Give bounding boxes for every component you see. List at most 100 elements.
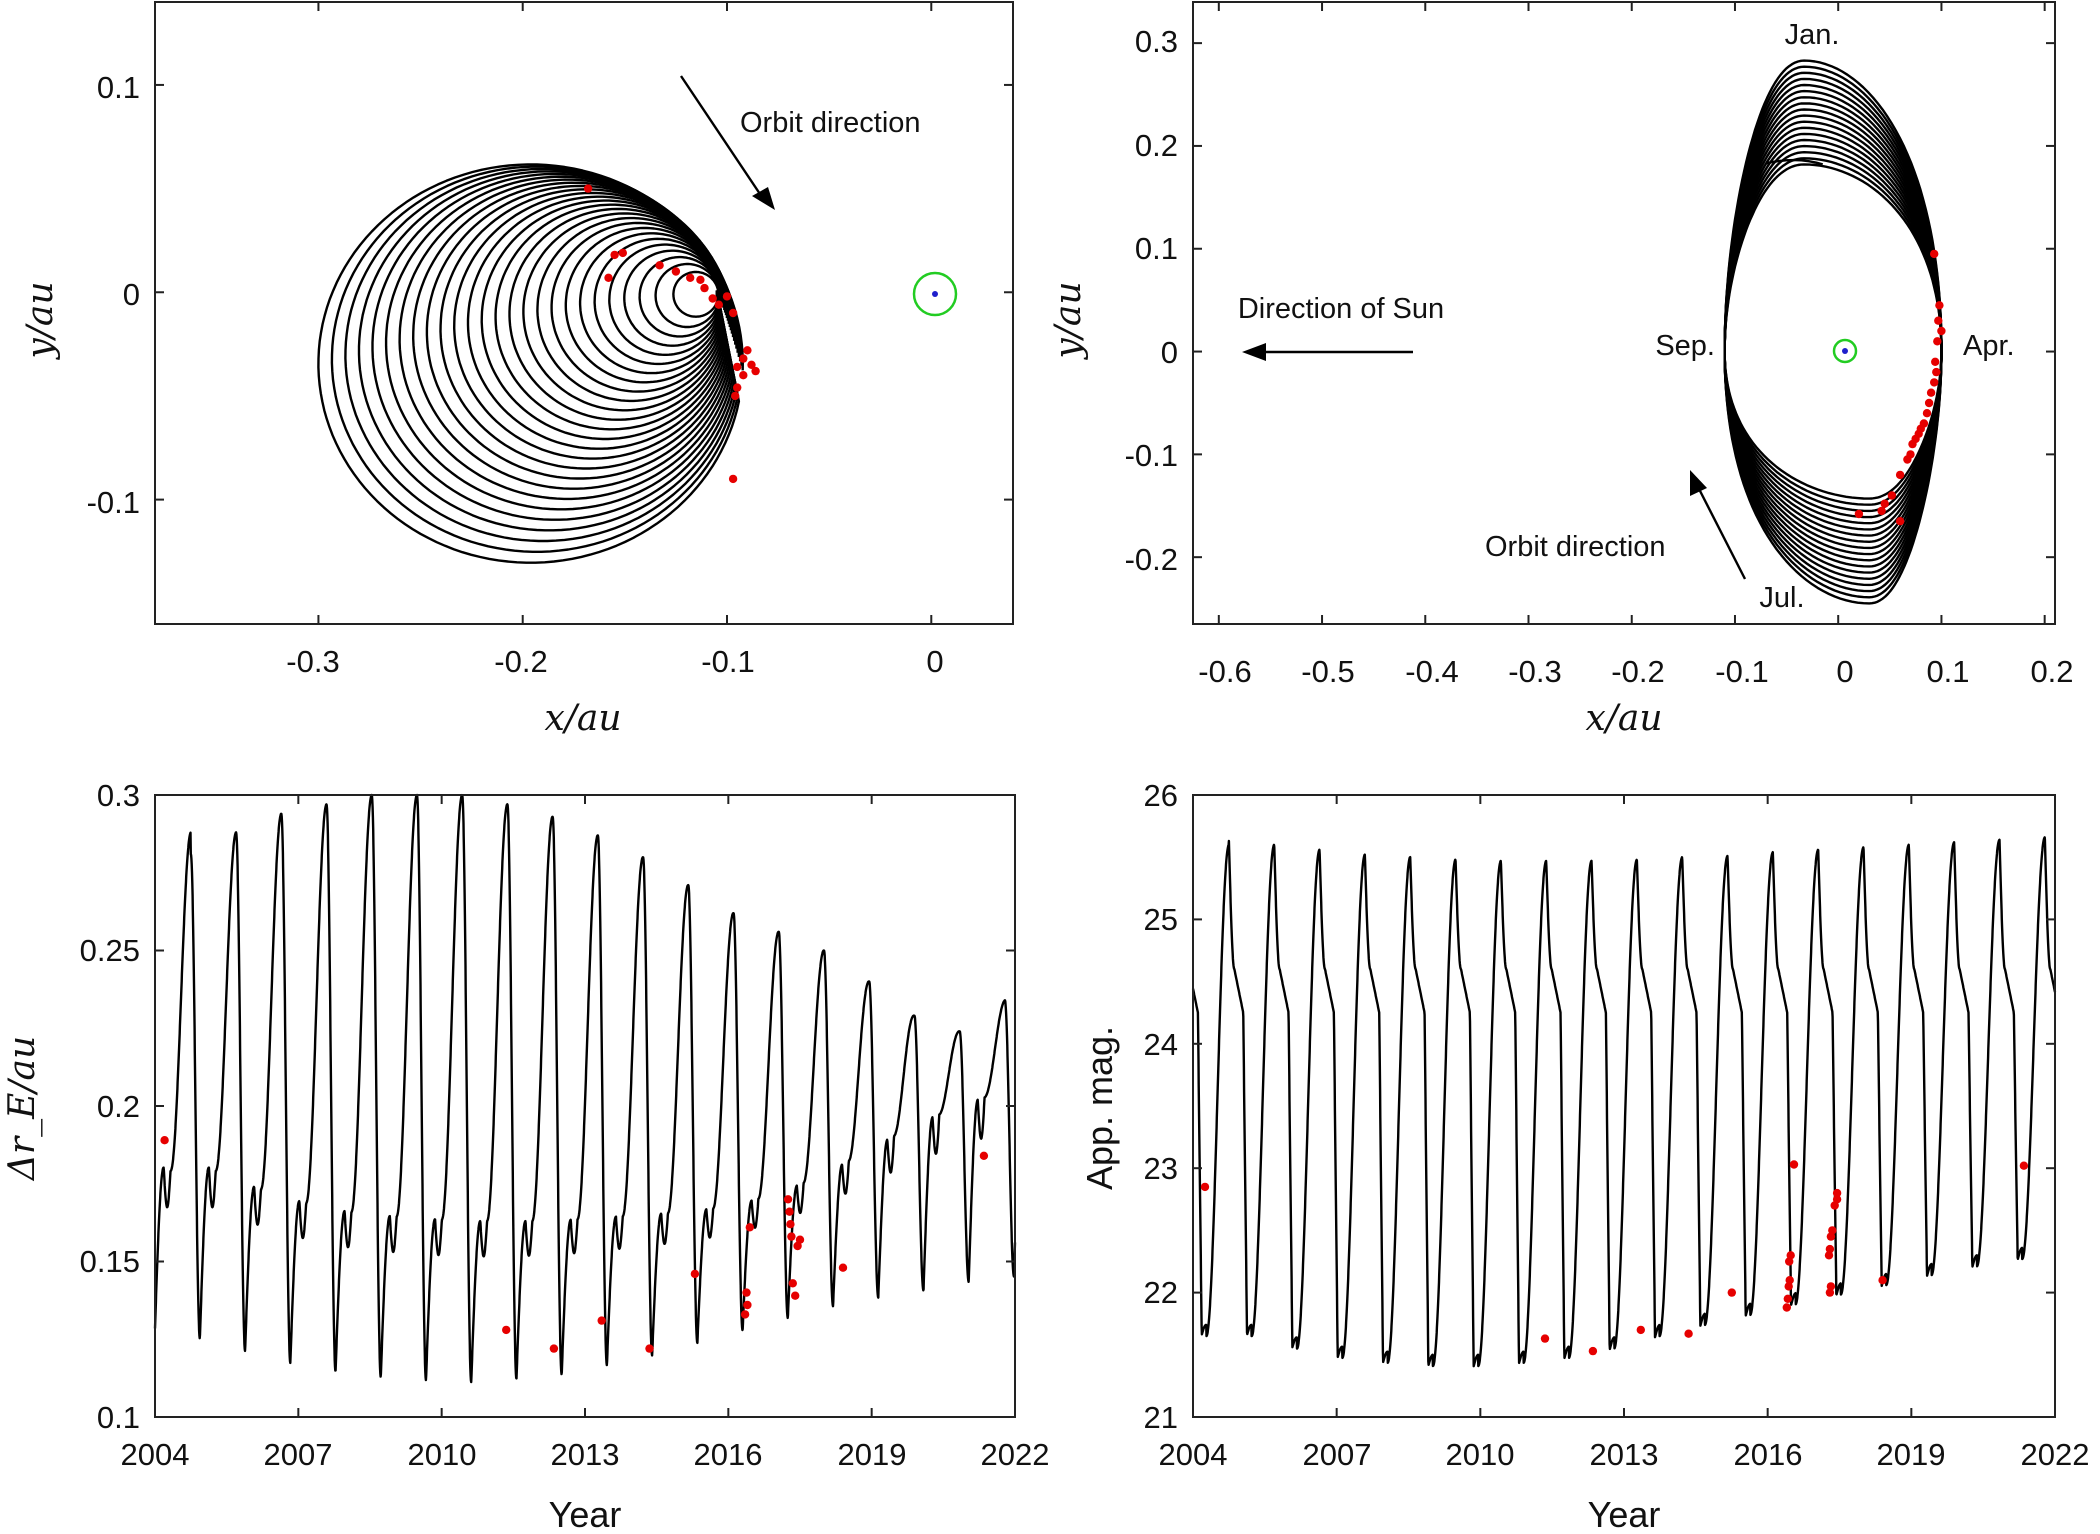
x-tick-label: 2007 [1303,1437,1372,1472]
y-tick-label: 0.25 [80,933,140,968]
orbit-loop [578,232,724,375]
series-line [1191,836,2057,1368]
y-tick-label: -0.2 [1125,542,1178,577]
y-tick-label: 0.1 [97,1400,140,1435]
orbit-loop [494,203,730,431]
observation-point [686,273,695,282]
observation-point [1922,409,1932,418]
panel-apparent-magnitude: 2004 2007 2010 2013 2016 2019 2022 21 22… [1079,778,2089,1534]
observation-point [783,1195,793,1204]
observation-point [1825,1288,1835,1297]
observation-point [1825,1244,1835,1254]
observation-point [610,250,619,260]
orbit-loop [623,249,722,347]
orbit-loop [638,255,721,338]
y-axis-label: Δr_E/au [2,1036,43,1182]
observation-points [1854,249,1946,526]
y-tick-label: 23 [1144,1151,1178,1186]
x-tick-label: -0.6 [1198,654,1251,689]
observation-point [1782,1303,1792,1312]
orbit-loop [536,216,727,403]
month-label-apr: Apr. [1963,330,2015,362]
observation-point [1786,1251,1795,1260]
y-tick-label: 0.2 [1135,128,1178,163]
x-tick-label: 2004 [121,1437,190,1472]
observation-point [1924,398,1934,408]
observation-point [793,1241,802,1251]
y-tick-label: 0.1 [97,70,140,105]
observation-point [1783,1294,1793,1304]
observation-point [645,1344,654,1353]
tick-marks [154,794,1016,1418]
y-tick-label: -0.1 [1125,438,1178,473]
observation-points [160,1136,989,1353]
observation-point [1784,1282,1793,1291]
y-tick-label: 0.2 [97,1089,140,1124]
observation-point [1887,491,1897,500]
observation-point [1878,1276,1887,1285]
orbit-loop [508,207,729,421]
observation-point [751,366,760,376]
panel-orbit-earth-frame: Jan. Apr. Sep. Jul. Direction of Sun Orb… [1048,1,2074,739]
x-axis-label: x/au [544,698,621,739]
orbit-loop [522,212,728,412]
orbit-loop [550,221,726,393]
observation-point [747,360,756,369]
observation-point [618,248,627,258]
observation-point [1636,1325,1646,1335]
observation-point [1931,357,1940,366]
observation-point [1934,316,1943,325]
tick-marks [1192,794,2056,1418]
observation-point [696,275,705,284]
observation-points [583,184,760,484]
x-tick-label: 2013 [551,1437,620,1472]
x-axis-label: x/au [1585,698,1662,739]
orbit-loop [593,237,724,366]
y-tick-label: 0.1 [1135,231,1178,266]
observation-point [1832,1188,1842,1198]
tick-marks [1193,2,2055,624]
observation-point [1824,1251,1834,1260]
y-tick-label: 26 [1144,778,1178,813]
x-tick-label: 2013 [1590,1437,1659,1472]
observation-point [743,346,752,355]
x-tick-label: -0.2 [1611,654,1664,689]
tick-marks [155,2,1013,624]
observation-point [1540,1334,1550,1343]
observation-point [733,362,742,372]
x-tick-label: 2007 [264,1437,333,1472]
observation-point [604,273,613,282]
observation-point [1200,1182,1210,1192]
observation-point [671,267,681,276]
x-axis-label: Year [549,1494,622,1534]
x-tick-label: -0.2 [494,644,547,679]
month-label-jul: Jul. [1759,582,1804,614]
observation-point [1935,301,1944,310]
observation-point [1854,509,1864,519]
sun-direction-label: Direction of Sun [1238,293,1444,325]
y-tick-label: -0.1 [87,485,140,520]
observation-point [722,292,732,301]
x-tick-label: 0 [1836,654,1853,689]
x-tick-label: 2019 [838,1437,907,1472]
sun-direction-arrow [1242,343,1413,361]
x-tick-label: -0.3 [1508,654,1561,689]
orbit-loop [654,262,721,329]
observation-point [714,300,723,309]
observation-point [502,1325,511,1335]
y-tick-label: 0.15 [80,1244,140,1279]
x-tick-label: -0.5 [1301,654,1354,689]
observation-point [979,1151,989,1161]
observation-point [160,1136,169,1145]
series-line [153,793,1017,1384]
observation-point [1937,326,1946,336]
orbit-loop [564,226,725,384]
x-tick-label: 2016 [1734,1437,1803,1472]
x-tick-label: 0 [926,644,943,679]
distance-curve [153,793,1017,1384]
orbit-loop [1723,59,1943,605]
observation-point [1588,1346,1598,1356]
observation-point [1684,1329,1693,1338]
orbit-loops [1723,59,1943,605]
orbit-direction-label: Orbit direction [1485,531,1666,563]
